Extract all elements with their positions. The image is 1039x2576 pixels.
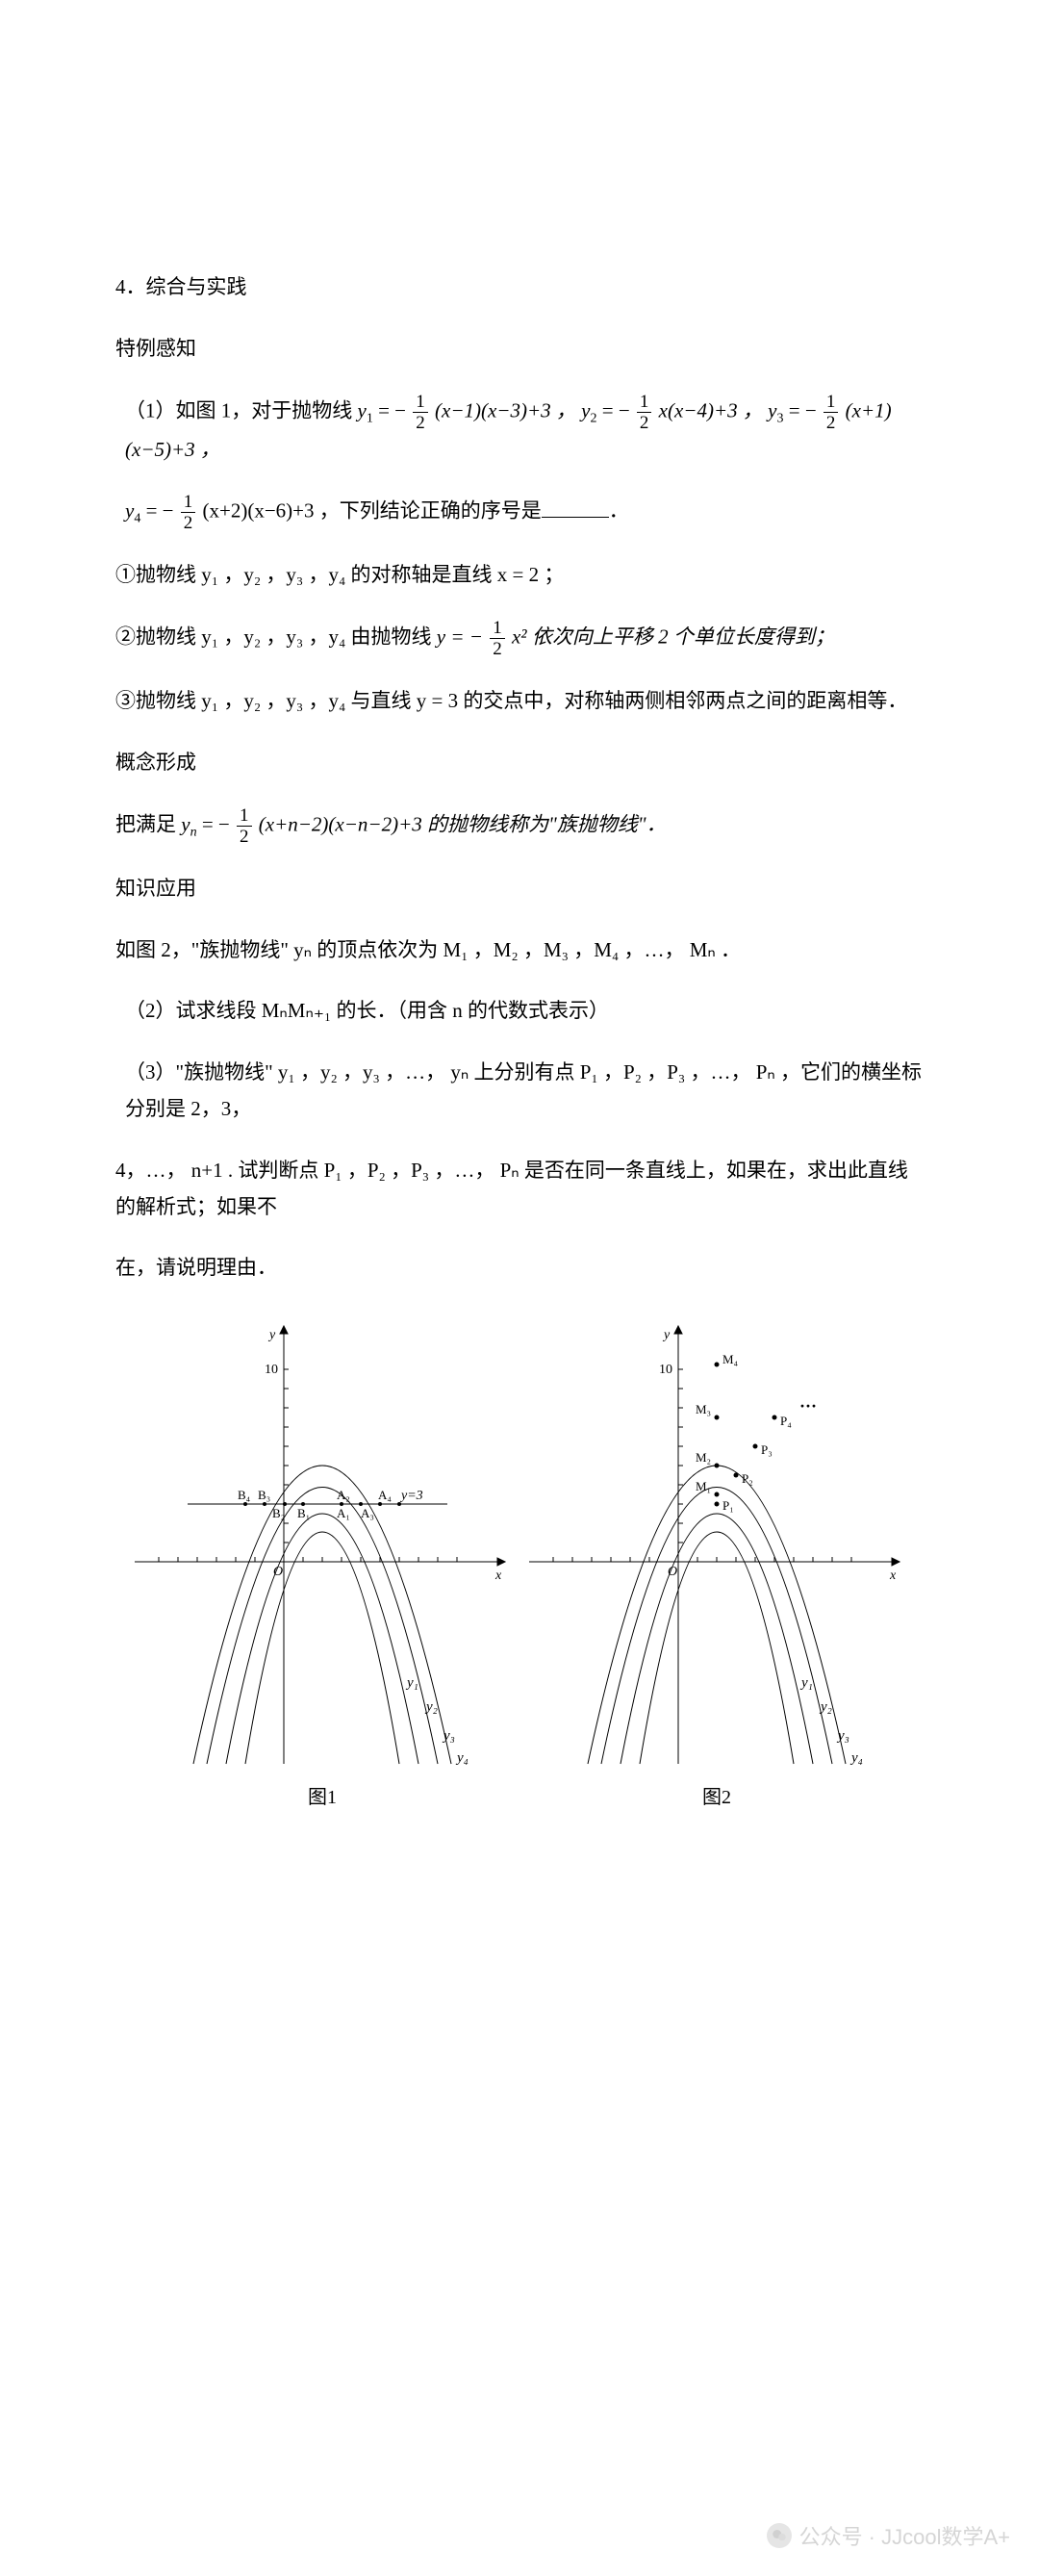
svg-text:y₃: y₃ xyxy=(442,1728,455,1744)
figure-1-svg: O x y 10 y=3 A₂ A₄ xyxy=(130,1312,515,1773)
svg-text:M₃: M₃ xyxy=(696,1402,711,1416)
figure-1: O x y 10 y=3 A₂ A₄ xyxy=(130,1312,515,1809)
section-perception: 特例感知 xyxy=(115,331,924,368)
q3-l3: 在，请说明理由． xyxy=(115,1250,924,1287)
svg-text:B₃: B₃ xyxy=(258,1488,270,1502)
q2: （2）试求线段 MₙMₙ₊₁ 的长．（用含 n 的代数式表示） xyxy=(125,993,924,1030)
frac-1-2: 12 xyxy=(413,393,428,432)
svg-text:x: x xyxy=(889,1569,897,1583)
svg-text:P₃: P₃ xyxy=(761,1442,773,1457)
svg-text:A₁: A₁ xyxy=(337,1506,350,1520)
watermark-text: 公众号 · JJcool数学A+ xyxy=(799,2520,1010,2551)
item-3: ③抛物线 y₁ ，y₂ ，y₃ ，y₄ 与直线 y = 3 的交点中，对称轴两侧… xyxy=(115,683,924,720)
concept-def: 把满足 yn = − 12 (x+n−2)(x−n−2)+3 的抛物线称为"族抛… xyxy=(115,806,924,846)
figures-row: O x y 10 y=3 A₂ A₄ xyxy=(115,1312,924,1809)
svg-text:y₄: y₄ xyxy=(849,1750,863,1766)
watermark: 公众号 · JJcool数学A+ xyxy=(767,2520,1010,2551)
svg-text:y₁: y₁ xyxy=(799,1675,813,1691)
svg-text:10: 10 xyxy=(265,1363,278,1377)
svg-text:P₄: P₄ xyxy=(780,1414,792,1428)
eq-y4-sym: y xyxy=(125,499,134,523)
figure-2: O x y 10 M₁ M₂ M₃ M₄ xyxy=(524,1312,909,1809)
svg-text:y: y xyxy=(662,1328,671,1342)
q1-line1: （1）如图 1，对于抛物线 y1 = − 12 (x−1)(x−3)+3 ， y… xyxy=(125,393,924,469)
section-concept: 概念形成 xyxy=(115,745,924,781)
figure-2-svg: O x y 10 M₁ M₂ M₃ M₄ xyxy=(524,1312,909,1773)
svg-text:P₂: P₂ xyxy=(742,1471,753,1486)
svg-text:A₂: A₂ xyxy=(337,1488,350,1502)
svg-text:···: ··· xyxy=(799,1396,817,1416)
svg-text:M₄: M₄ xyxy=(722,1352,739,1366)
svg-text:10: 10 xyxy=(659,1363,672,1377)
section-application: 知识应用 xyxy=(115,871,924,907)
q1-prefix: （1）如图 1，对于抛物线 xyxy=(125,398,358,421)
svg-text:y₃: y₃ xyxy=(836,1728,849,1744)
q3-l1: （3）"族抛物线" y₁ ，y₂ ，y₃ ，…， yₙ 上分别有点 P₁ ，P₂… xyxy=(125,1055,924,1128)
svg-text:A₃: A₃ xyxy=(361,1506,374,1520)
svg-text:y: y xyxy=(267,1328,276,1342)
svg-text:y₂: y₂ xyxy=(819,1699,832,1715)
svg-text:P₁: P₁ xyxy=(722,1498,734,1513)
item-2: ②抛物线 y₁ ，y₂ ，y₃ ，y₄ 由抛物线 y = − 12 x² 依次向… xyxy=(115,619,924,658)
item-1: ①抛物线 y₁ ，y₂ ，y₃ ，y₄ 的对称轴是直线 x = 2 ； xyxy=(115,557,924,594)
wechat-icon xyxy=(767,2523,792,2548)
q1-line2: y4 = − 12 (x+2)(x−6)+3 ，下列结论正确的序号是． xyxy=(125,493,924,532)
svg-text:y₄: y₄ xyxy=(455,1750,469,1766)
svg-text:B₄: B₄ xyxy=(238,1488,251,1502)
eq-y1-sym: y xyxy=(358,398,367,421)
fig1-label: 图1 xyxy=(308,1781,337,1809)
fig2-label: 图2 xyxy=(702,1781,731,1809)
svg-text:M₁: M₁ xyxy=(696,1479,711,1493)
svg-text:y₂: y₂ xyxy=(424,1699,438,1715)
svg-text:x: x xyxy=(494,1569,502,1583)
app-line: 如图 2，"族抛物线" yₙ 的顶点依次为 M₁ ，M₂ ，M₃ ，M₄ ，…，… xyxy=(115,932,924,969)
answer-blank xyxy=(542,517,609,518)
svg-text:A₄: A₄ xyxy=(378,1488,392,1502)
problem-heading: 4．综合与实践 xyxy=(115,269,924,306)
q3-l2: 4，…， n+1 . 试判断点 P₁ ，P₂ ，P₃ ，…， Pₙ 是否在同一条… xyxy=(115,1153,924,1226)
svg-text:B₁: B₁ xyxy=(297,1506,310,1520)
svg-text:y=3: y=3 xyxy=(399,1489,423,1503)
svg-text:B₂: B₂ xyxy=(272,1506,285,1520)
svg-text:M₂: M₂ xyxy=(696,1450,711,1465)
svg-text:y₁: y₁ xyxy=(405,1675,418,1691)
